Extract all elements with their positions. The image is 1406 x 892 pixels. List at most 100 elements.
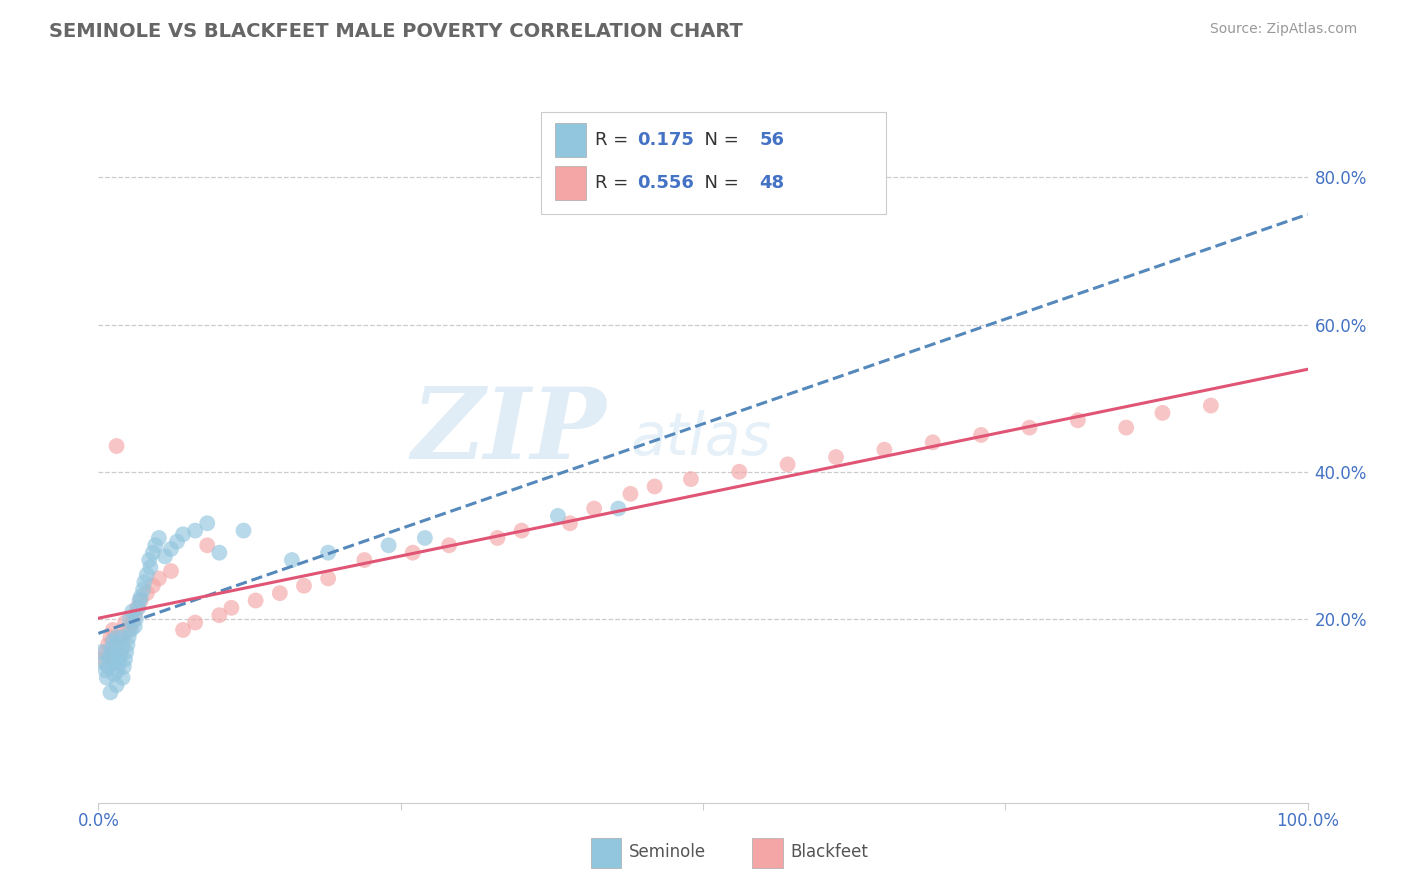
Point xyxy=(644,479,666,493)
Point xyxy=(124,619,146,633)
Point xyxy=(184,615,207,630)
Point xyxy=(437,538,460,552)
Point xyxy=(100,648,122,663)
Point xyxy=(142,546,165,560)
Point xyxy=(107,664,129,678)
Point xyxy=(208,608,231,623)
Text: ZIP: ZIP xyxy=(412,384,606,480)
Point xyxy=(91,645,114,659)
Text: Blackfeet: Blackfeet xyxy=(790,843,868,861)
Point xyxy=(619,487,641,501)
Point xyxy=(353,553,375,567)
Point xyxy=(96,671,118,685)
Point xyxy=(100,641,122,656)
Point xyxy=(547,508,569,523)
Point xyxy=(153,549,176,564)
Point xyxy=(112,659,135,673)
Point xyxy=(486,531,509,545)
Point xyxy=(221,600,243,615)
Point xyxy=(510,524,533,538)
Point xyxy=(413,531,436,545)
Point xyxy=(558,516,581,531)
Point xyxy=(1018,420,1040,434)
Point xyxy=(245,593,267,607)
Point xyxy=(1199,399,1222,413)
Point xyxy=(111,671,134,685)
Text: Seminole: Seminole xyxy=(628,843,706,861)
Point xyxy=(172,527,194,541)
Point xyxy=(94,664,117,678)
Text: R =: R = xyxy=(595,174,634,192)
Point xyxy=(105,439,128,453)
Point xyxy=(97,659,120,673)
Point xyxy=(166,534,188,549)
Point xyxy=(184,524,207,538)
Point xyxy=(1067,413,1090,427)
Point xyxy=(607,501,630,516)
Point xyxy=(132,582,155,597)
Point xyxy=(402,546,425,560)
Point xyxy=(583,501,606,516)
Point xyxy=(1115,420,1137,434)
Point xyxy=(148,531,170,545)
Point xyxy=(281,553,304,567)
Point xyxy=(101,634,124,648)
Point xyxy=(970,428,993,442)
Point xyxy=(110,641,132,656)
Point xyxy=(269,586,291,600)
Point xyxy=(776,458,799,472)
Text: SEMINOLE VS BLACKFEET MALE POVERTY CORRELATION CHART: SEMINOLE VS BLACKFEET MALE POVERTY CORRE… xyxy=(49,22,744,41)
Point xyxy=(124,608,146,623)
Point xyxy=(138,553,160,567)
Point xyxy=(101,623,124,637)
Text: R =: R = xyxy=(595,131,634,149)
Point xyxy=(108,648,131,663)
Point xyxy=(728,465,751,479)
Point xyxy=(208,546,231,560)
Point xyxy=(129,590,152,604)
Point xyxy=(100,630,122,644)
Point xyxy=(825,450,848,464)
Point xyxy=(97,638,120,652)
Point xyxy=(143,538,166,552)
Point xyxy=(118,623,141,637)
Point xyxy=(142,579,165,593)
Point xyxy=(135,586,157,600)
Point xyxy=(316,546,339,560)
Point xyxy=(114,615,136,630)
Point xyxy=(172,623,194,637)
Point xyxy=(316,571,339,585)
Text: 48: 48 xyxy=(759,174,785,192)
Point xyxy=(160,541,183,556)
Point xyxy=(103,652,125,666)
Text: 100.0%: 100.0% xyxy=(1277,812,1339,830)
Point xyxy=(93,656,115,670)
Point xyxy=(134,575,156,590)
Point xyxy=(873,442,896,457)
Point xyxy=(98,652,121,666)
Point xyxy=(195,516,218,531)
Point xyxy=(111,630,134,644)
Point xyxy=(118,630,141,644)
Point xyxy=(160,564,183,578)
Text: N =: N = xyxy=(693,174,745,192)
Point xyxy=(127,600,149,615)
Text: 0.175: 0.175 xyxy=(637,131,693,149)
Point xyxy=(139,560,162,574)
Point xyxy=(108,656,131,670)
Text: 56: 56 xyxy=(759,131,785,149)
Point xyxy=(125,612,148,626)
Point xyxy=(120,623,142,637)
Point xyxy=(108,630,131,644)
Point xyxy=(1152,406,1174,420)
Point xyxy=(114,652,136,666)
Point xyxy=(105,630,128,644)
Point xyxy=(91,652,114,666)
Text: 0.0%: 0.0% xyxy=(77,812,120,830)
Point xyxy=(111,638,134,652)
Point xyxy=(115,645,138,659)
Point xyxy=(129,593,152,607)
Point xyxy=(121,605,143,619)
Point xyxy=(128,593,150,607)
Point xyxy=(105,678,128,692)
